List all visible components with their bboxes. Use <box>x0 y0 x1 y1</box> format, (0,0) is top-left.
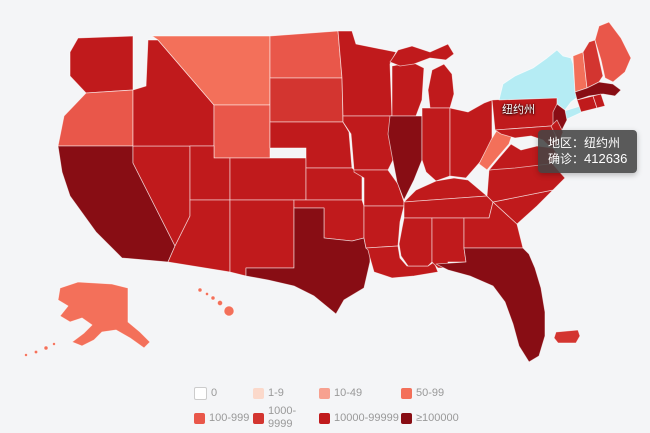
legend-swatch <box>194 387 207 400</box>
state-wi[interactable] <box>391 61 425 117</box>
legend-label: 50-99 <box>416 387 445 399</box>
state-nm[interactable] <box>229 199 295 277</box>
state-al[interactable] <box>431 217 467 269</box>
state-ks[interactable] <box>305 167 363 201</box>
legend-label: 1000-9999 <box>268 405 297 430</box>
state-co[interactable] <box>229 157 307 201</box>
state-ak-islands[interactable] <box>52 342 56 346</box>
state-hi[interactable] <box>204 291 209 296</box>
state-mi[interactable] <box>427 63 455 109</box>
tooltip-region-value: 纽约州 <box>584 136 621 150</box>
state-or[interactable] <box>57 89 134 147</box>
state-pr[interactable] <box>553 329 581 344</box>
legend-label: 10-49 <box>334 387 363 399</box>
tooltip-region-line: 地区：纽约州 <box>548 135 627 151</box>
legend-item-0[interactable]: 0 <box>194 387 253 400</box>
state-fl[interactable] <box>435 247 546 363</box>
state-hi[interactable] <box>210 295 216 301</box>
state-nd[interactable] <box>269 30 343 79</box>
tooltip-region-label: 地区： <box>548 136 585 150</box>
state-me[interactable] <box>594 21 632 83</box>
state-ma[interactable] <box>574 81 622 101</box>
legend-swatch <box>253 388 264 399</box>
tooltip: 地区：纽约州 确诊：412636 <box>538 130 638 173</box>
state-ri[interactable] <box>592 93 606 109</box>
state-wy[interactable] <box>213 104 271 159</box>
legend-item--100000[interactable]: ≥100000 <box>401 405 481 431</box>
tooltip-confirmed-label: 确诊： <box>548 152 585 166</box>
tooltip-confirmed-line: 确诊：412636 <box>548 151 627 167</box>
state-miup[interactable] <box>389 43 455 67</box>
legend-label: 0 <box>211 387 218 399</box>
legend: 0 1-9 10-49 50-99 100-999 1000-9999 10000-9999… <box>194 387 481 431</box>
legend-swatch <box>401 388 412 399</box>
state-ar[interactable] <box>363 205 405 249</box>
legend-label: 1-9 <box>268 387 284 399</box>
legend-item-1000-9999[interactable]: 1000-9999 <box>253 405 319 431</box>
legend-swatch <box>253 412 264 424</box>
legend-item-100-999[interactable]: 100-999 <box>194 405 253 431</box>
state-ak-islands[interactable] <box>24 353 28 357</box>
legend-item-1-9[interactable]: 1-9 <box>253 387 319 400</box>
state-tx[interactable] <box>245 207 371 315</box>
legend-swatch <box>319 412 330 424</box>
state-ak-islands[interactable] <box>43 345 49 351</box>
legend-label: ≥100000 <box>416 411 459 424</box>
state-hi[interactable] <box>197 287 203 293</box>
state-la[interactable] <box>365 245 439 279</box>
legend-item-10-49[interactable]: 10-49 <box>319 387 401 400</box>
legend-swatch <box>401 412 412 424</box>
state-in[interactable] <box>421 107 451 182</box>
state-ak-islands[interactable] <box>33 349 39 355</box>
tooltip-confirmed-value: 412636 <box>584 151 628 166</box>
state-hi[interactable] <box>223 305 235 317</box>
legend-item-10000-99999[interactable]: 10000-99999 <box>319 405 401 431</box>
legend-swatch <box>194 412 205 424</box>
legend-label: 10000-99999 <box>334 411 399 424</box>
legend-item-50-99[interactable]: 50-99 <box>401 387 481 400</box>
state-mn[interactable] <box>337 30 397 117</box>
legend-label: 100-999 <box>209 411 250 424</box>
state-ak[interactable] <box>57 281 151 349</box>
legend-swatch <box>319 388 330 399</box>
state-sd[interactable] <box>269 77 344 123</box>
state-wa[interactable] <box>69 35 134 94</box>
state-ms[interactable] <box>398 217 433 267</box>
state-hi[interactable] <box>216 299 223 306</box>
